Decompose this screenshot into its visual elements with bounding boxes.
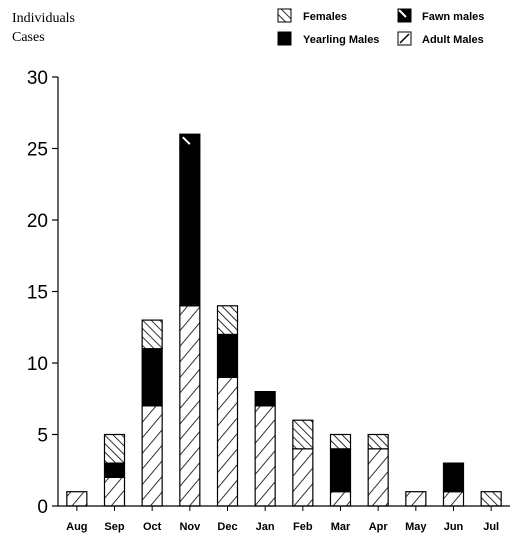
y-tick-label: 0 [37,497,48,518]
x-tick-label: Nov [179,521,201,533]
bar-segment-females [141,319,163,350]
bar-segment-adult-males [141,405,163,507]
legend-item-females: Females [277,8,347,23]
y-tick-label: 30 [27,68,48,89]
bar-segment-females [480,491,502,507]
bar-segment-females [367,433,389,450]
x-tick-label: Sep [104,521,124,533]
y-tick-label: 5 [37,426,48,447]
bar-segment-yearling-males [329,448,352,493]
x-tick-label: Aug [66,521,87,533]
bar-segment-fawn-slash [182,136,191,145]
bar-segment-fawn-males [179,133,201,150]
y-tick-label: 25 [27,140,48,161]
bar-segment-females [103,433,126,464]
bar-segment-females [329,433,352,450]
x-tick-label: Jun [444,521,464,533]
bar-segment-adult-males [442,491,465,507]
x-tick-label: Oct [143,521,162,533]
legend-swatch-females [277,8,292,23]
legend-item-yearling-males: Yearling Males [277,31,379,46]
legend-label-adult-males: Adult Males [422,34,484,46]
legend: Females Fawn males Yearling Males Adult … [277,8,484,46]
x-tick-label: Mar [331,521,351,533]
x-tick-label: May [405,521,427,533]
bar-segment-adult-males [292,448,314,507]
legend-swatch-adult-slash [399,33,410,44]
bar-segment-adult-males [66,491,88,507]
bar-segment-yearling-males [141,348,163,407]
y-tick-label: 20 [27,211,48,232]
bar-segment-females [216,305,239,335]
legend-swatch-yearling-males [277,31,292,46]
bar-segment-adult-males [329,491,352,507]
bar-segment-yearling-males [254,391,276,407]
x-tick-label: Feb [293,521,313,533]
y-axis-title-line-2: Cases [12,30,45,45]
x-tick-label: Jul [483,521,499,533]
legend-item-fawn-males: Fawn males [397,8,484,23]
bar-segment-adult-males [179,305,201,507]
bar-segment-females [292,419,314,450]
legend-swatch-fawn-slash [398,9,407,18]
y-tick-label: 10 [27,354,48,375]
bar-segment-yearling-males [216,333,239,378]
x-axis: Aug Sep Oct Nov Dec Jan Feb Mar Apr May Jun Jul [58,505,510,533]
bar-segment-yearling-males [442,462,465,493]
y-axis-title: Individuals Cases [12,11,75,45]
bar-segment-yearling-males [103,462,126,479]
bar-segment-adult-males [103,476,126,507]
x-tick-label: Dec [217,521,237,533]
y-axis: 0 5 10 15 20 25 30 [27,68,59,518]
legend-label-fawn-males: Fawn males [422,11,484,23]
bar-segment-adult-males [405,491,427,507]
bar-segment-adult-males [216,376,239,507]
x-tick-label: Apr [369,521,389,533]
bar-segment-adult-males [254,405,276,507]
legend-label-yearling-males: Yearling Males [303,34,379,46]
bar-segment-adult-males [367,448,389,507]
legend-label-females: Females [303,11,347,23]
y-tick-label: 15 [27,283,48,304]
bars [66,133,502,507]
legend-item-adult-males: Adult Males [397,31,484,46]
bar-segment-yearling-males [179,147,201,307]
x-tick-label: Jan [256,521,275,533]
y-axis-title-line-1: Individuals [12,11,75,26]
